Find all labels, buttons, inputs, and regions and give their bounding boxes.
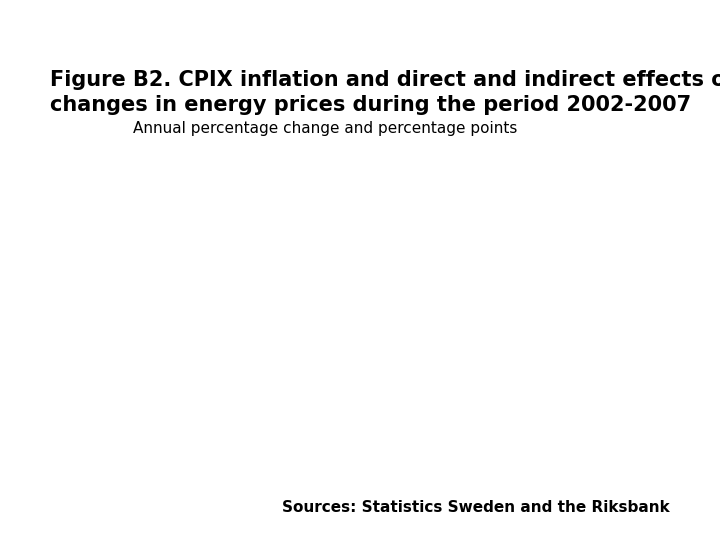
Text: SVERIGES: SVERIGES <box>624 62 665 71</box>
Text: RIKSBANK: RIKSBANK <box>622 75 667 84</box>
Text: Annual percentage change and percentage points: Annual percentage change and percentage … <box>133 122 518 137</box>
Text: Sources: Statistics Sweden and the Riksbank: Sources: Statistics Sweden and the Riksb… <box>282 500 670 515</box>
Text: ✦ ✦ ✦
  ✦: ✦ ✦ ✦ ✦ <box>634 15 655 28</box>
Text: Figure B2. CPIX inflation and direct and indirect effects of
changes in energy p: Figure B2. CPIX inflation and direct and… <box>50 70 720 115</box>
